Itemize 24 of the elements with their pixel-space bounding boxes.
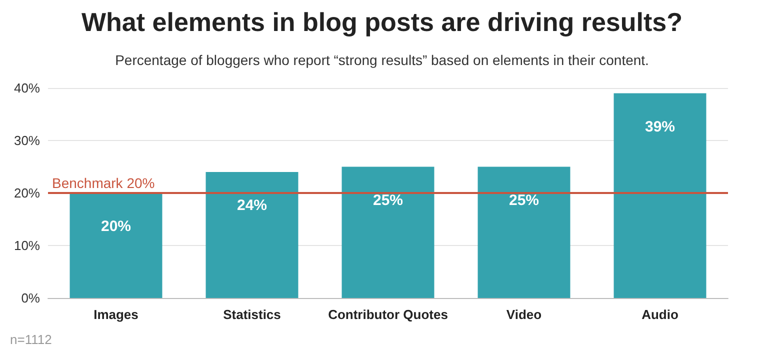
y-tick-label: 20% — [14, 186, 40, 200]
y-tick-label: 30% — [14, 133, 40, 148]
x-tick-label: Video — [506, 307, 542, 322]
x-tick-label: Audio — [642, 307, 678, 322]
data-label: 20% — [100, 218, 132, 235]
data-label: 24% — [236, 197, 268, 214]
x-tick-label: Images — [94, 307, 138, 322]
data-label: 25% — [372, 192, 404, 209]
x-tick-label: Contributor Quotes — [328, 307, 448, 322]
bar — [342, 166, 434, 298]
bar — [70, 193, 162, 298]
text: n=1112 — [10, 332, 52, 347]
y-tick-label: 40% — [14, 80, 40, 96]
ref-line-label: Benchmark 20% — [52, 175, 155, 191]
data-label: 39% — [644, 118, 676, 136]
bar — [206, 172, 298, 298]
data-label: 25% — [508, 192, 540, 209]
chart-title: What elements in blog posts are driving results? — [82, 7, 682, 37]
bar — [614, 93, 706, 298]
y-tick-label: 10% — [14, 238, 40, 253]
y-tick-label: 0% — [21, 290, 40, 306]
chart-subtitle: Percentage of bloggers who report “strong results” based on elements in their content. — [115, 52, 649, 68]
bar — [478, 166, 570, 298]
x-tick-label: Statistics — [223, 307, 281, 322]
